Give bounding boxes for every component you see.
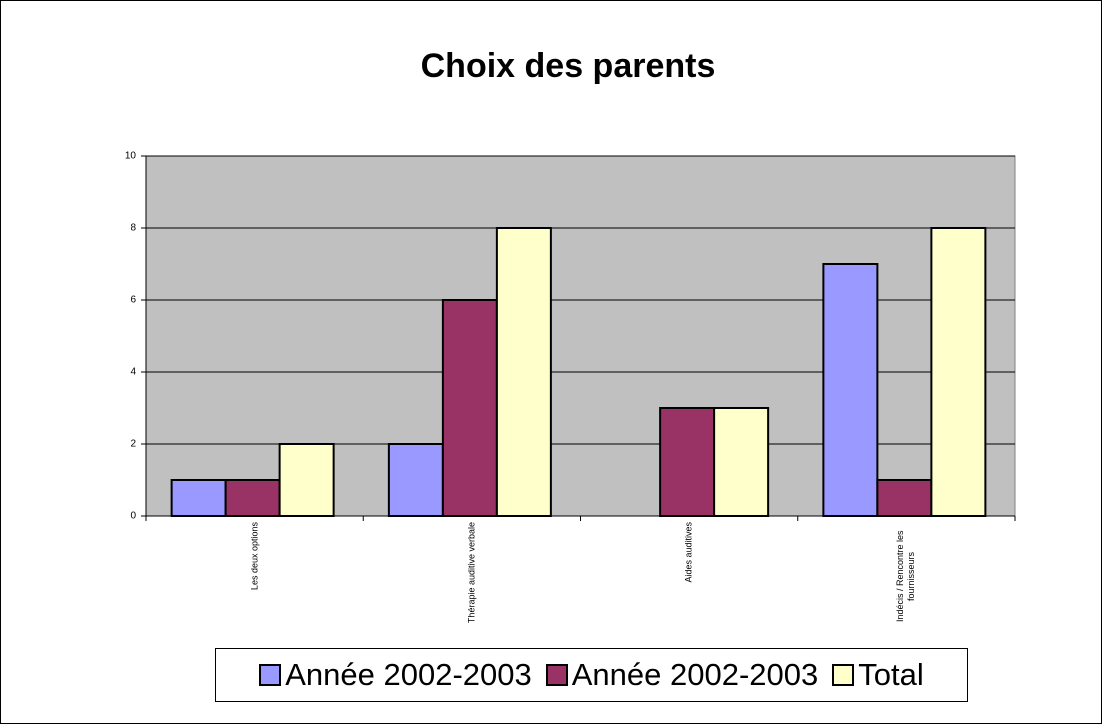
legend-label: Année 2002-2003 — [571, 657, 819, 692]
bar — [387, 443, 444, 517]
x-tick-label: Les deux options — [249, 522, 260, 591]
bar — [224, 479, 281, 517]
bar — [441, 299, 498, 517]
bar — [659, 407, 716, 517]
y-tick-label: 2 — [130, 439, 136, 450]
bar — [822, 263, 879, 517]
y-tick-label: 8 — [130, 223, 136, 234]
bar — [278, 443, 335, 517]
x-tick-label: Thérapie auditive verbale — [466, 522, 477, 624]
x-tick-label: Aides auditives — [683, 522, 694, 583]
bar — [495, 227, 552, 517]
bar — [876, 479, 933, 517]
legend-label: Total — [858, 657, 924, 692]
y-tick-label: 4 — [130, 367, 136, 378]
y-tick-label: 10 — [125, 151, 137, 162]
legend-swatch — [832, 664, 855, 686]
bar — [170, 479, 227, 517]
bar — [713, 407, 770, 517]
y-tick-label: 6 — [130, 295, 136, 306]
legend-item: Année 2002-2003 — [259, 657, 532, 693]
legend-swatch — [545, 664, 568, 686]
chart-title: Choix des parents — [421, 47, 716, 85]
legend-label: Année 2002-2003 — [285, 657, 532, 692]
bar — [930, 227, 987, 517]
legend: Année 2002-2003 Année 2002-2003 Total — [215, 648, 968, 702]
legend-swatch — [259, 664, 282, 686]
x-tick-label: Indécis / Rencontre les fournisseurs — [895, 530, 917, 622]
legend-item: Total — [832, 657, 924, 693]
y-tick-label: 0 — [130, 511, 136, 522]
plot-area — [145, 155, 1016, 517]
legend-item: Année 2002-2003 — [545, 657, 819, 693]
